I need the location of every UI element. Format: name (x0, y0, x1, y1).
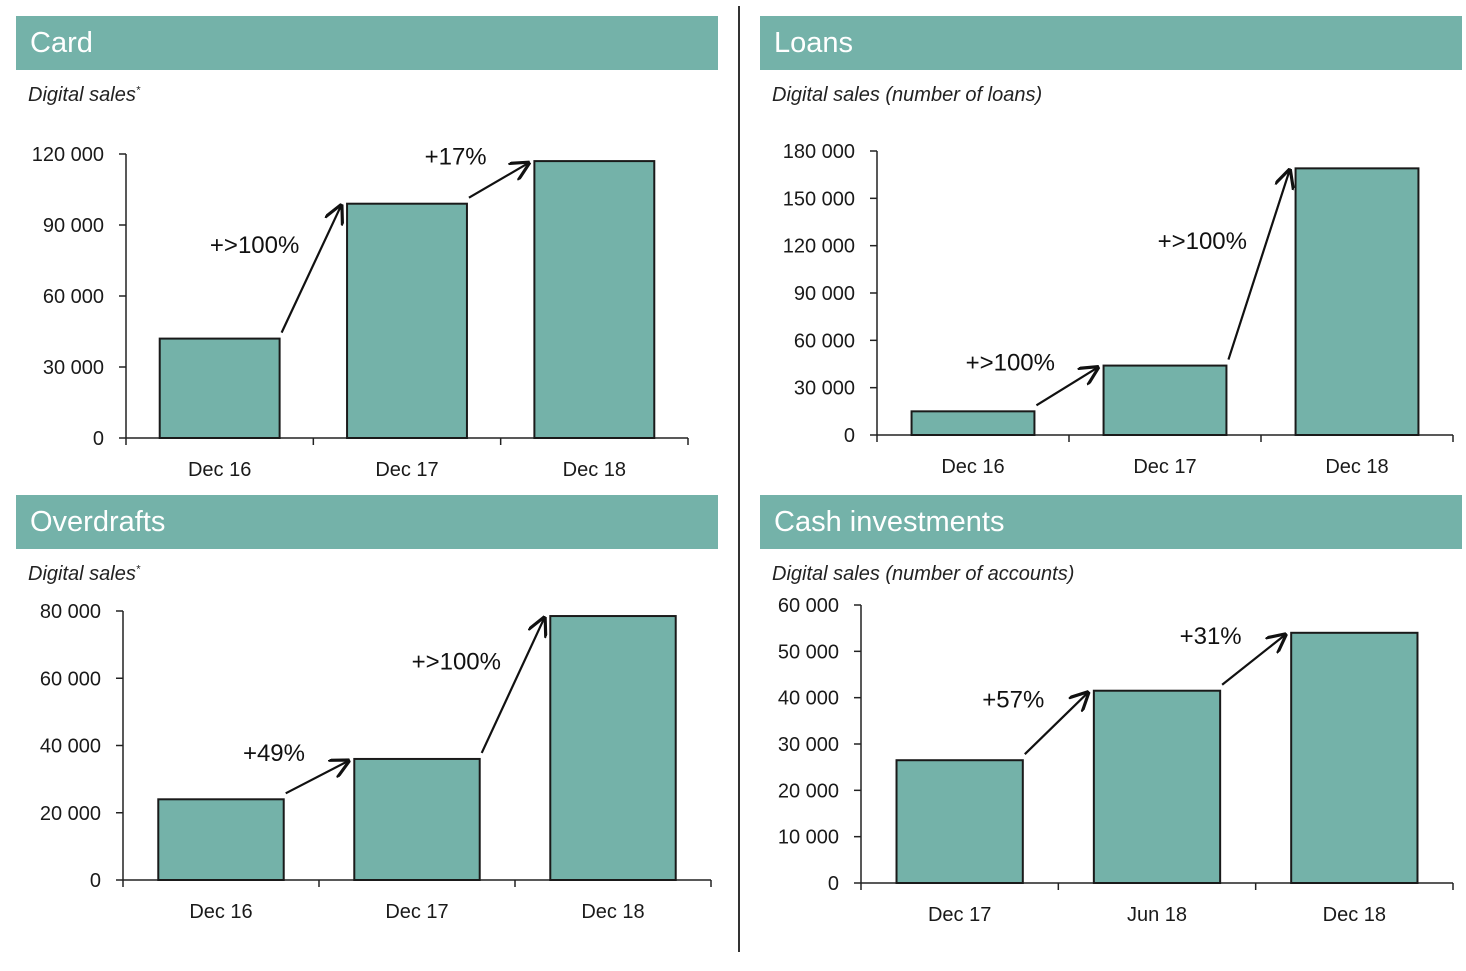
bar (1102, 364, 1228, 436)
cash-investments-chart: 0 10 000 20 000 30 000 40 000 50 000 60 000 Dec… (778, 595, 1454, 926)
bar (1294, 167, 1420, 436)
y-tick-label: 30 000 (794, 378, 855, 400)
panel-overdrafts: Overdrafts Digital sales* 0 20 000 40 000 6… (16, 495, 718, 971)
x-tick-label: Dec 16 (189, 901, 252, 923)
growth-label: +31% (1180, 623, 1242, 650)
bar (346, 202, 468, 439)
panel-divider (738, 6, 740, 952)
y-tick-label: 20 000 (40, 803, 101, 825)
chart-subtitle: Digital sales (number of accounts) (772, 563, 1075, 585)
chart-subtitle: Digital sales* (28, 563, 141, 585)
bar (353, 757, 481, 881)
y-tick-label: 30 000 (43, 357, 104, 379)
overdrafts-chart: 0 20 000 40 000 60 000 80 000 Dec 16 Dec 17 Dec… (40, 601, 712, 923)
x-tick-label: Dec 17 (375, 459, 438, 481)
y-tick-label: 90 000 (794, 283, 855, 305)
chart-title: Loans (760, 16, 1462, 70)
x-tick-label: Jun 18 (1127, 904, 1187, 926)
y-tick-label: 60 000 (778, 595, 839, 617)
x-tick-label: Dec 18 (1325, 456, 1388, 478)
growth-arrow (1221, 635, 1285, 686)
bar (549, 615, 677, 881)
y-tick-label: 0 (93, 428, 104, 450)
y-tick-label: 0 (828, 873, 839, 895)
growth-label: +57% (982, 686, 1044, 713)
bar (533, 160, 656, 439)
growth-label: +>100% (210, 232, 299, 259)
bar (895, 759, 1024, 884)
bar (1290, 631, 1419, 884)
growth-arrow (1227, 170, 1289, 360)
chart-subtitle: Digital sales (number of loans) (772, 84, 1043, 106)
growth-label: +>100% (412, 648, 501, 675)
y-tick-label: 0 (90, 870, 101, 892)
growth-arrow (1024, 693, 1088, 756)
y-tick-label: 30 000 (778, 734, 839, 756)
y-tick-label: 20 000 (778, 780, 839, 802)
x-tick-label: Dec 16 (188, 459, 251, 481)
growth-arrow (285, 761, 349, 795)
y-tick-label: 0 (844, 425, 855, 447)
y-tick-label: 10 000 (778, 827, 839, 849)
growth-label: +17% (425, 143, 487, 170)
y-tick-label: 60 000 (40, 668, 101, 690)
x-tick-label: Dec 17 (928, 904, 991, 926)
growth-label: +49% (243, 740, 305, 767)
growth-arrow (480, 618, 545, 754)
growth-arrow (280, 206, 341, 334)
y-tick-label: 50 000 (778, 641, 839, 663)
y-tick-label: 80 000 (40, 601, 101, 623)
x-tick-label: Dec 18 (1323, 904, 1386, 926)
panel-card: Card Digital sales* 0 30 000 60 000 90 000 1… (16, 16, 718, 492)
x-tick-label: Dec 17 (1133, 456, 1196, 478)
growth-label: +>100% (1158, 228, 1247, 255)
y-tick-label: 120 000 (783, 236, 855, 258)
growth-arrow (1035, 368, 1097, 407)
x-tick-label: Dec 18 (581, 901, 644, 923)
y-tick-label: 40 000 (778, 688, 839, 710)
chart-subtitle: Digital sales* (28, 84, 141, 106)
chart-title: Overdrafts (16, 495, 718, 549)
growth-label: +>100% (966, 349, 1055, 376)
x-tick-label: Dec 16 (941, 456, 1004, 478)
chart-title: Card (16, 16, 718, 70)
y-tick-label: 60 000 (794, 330, 855, 352)
panel-loans: Loans Digital sales (number of loans) 0 3… (760, 16, 1462, 492)
y-tick-label: 60 000 (43, 286, 104, 308)
chart-title: Cash investments (760, 495, 1462, 549)
y-tick-label: 40 000 (40, 736, 101, 758)
x-tick-label: Dec 18 (563, 459, 626, 481)
y-tick-label: 90 000 (43, 215, 104, 237)
bar (910, 410, 1036, 437)
y-tick-label: 150 000 (783, 188, 855, 210)
bar (1092, 689, 1222, 885)
y-tick-label: 180 000 (783, 141, 855, 163)
loans-chart: 0 30 000 60 000 90 000 120 000 150 000 180 000… (783, 141, 1454, 478)
panel-cash-investments: Cash investments Digital sales (number o… (760, 495, 1462, 971)
bar (157, 798, 285, 881)
x-tick-label: Dec 17 (385, 901, 448, 923)
growth-arrow (468, 163, 528, 199)
bar (158, 337, 281, 440)
card-chart: 0 30 000 60 000 90 000 120 000 Dec 16 Dec 17 De… (32, 143, 689, 481)
y-tick-label: 120 000 (32, 144, 104, 166)
